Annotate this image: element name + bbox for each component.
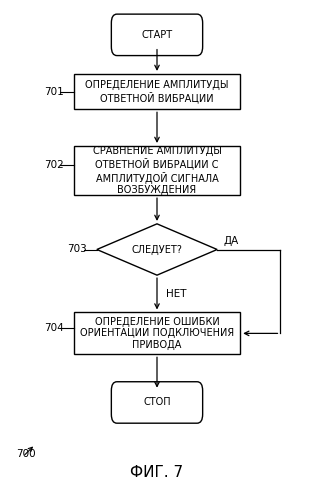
Text: 703: 703	[67, 245, 87, 254]
Text: ОПРЕДЕЛЕНИЕ АМПЛИТУДЫ
ОТВЕТНОЙ ВИБРАЦИИ: ОПРЕДЕЛЕНИЕ АМПЛИТУДЫ ОТВЕТНОЙ ВИБРАЦИИ	[85, 80, 229, 103]
Text: ОПРЕДЕЛЕНИЕ ОШИБКИ
ОРИЕНТАЦИИ ПОДКЛЮЧЕНИЯ
ПРИВОДА: ОПРЕДЕЛЕНИЕ ОШИБКИ ОРИЕНТАЦИИ ПОДКЛЮЧЕНИ…	[80, 317, 234, 350]
Text: ФИГ. 7: ФИГ. 7	[130, 465, 184, 480]
Text: СТАРТ: СТАРТ	[141, 30, 173, 40]
FancyBboxPatch shape	[111, 14, 203, 55]
Text: СЛЕДУЕТ?: СЛЕДУЕТ?	[132, 245, 182, 254]
Bar	[74, 146, 240, 195]
Text: НЕТ: НЕТ	[166, 289, 187, 299]
Text: 700: 700	[16, 449, 36, 459]
Text: СРАВНЕНИЕ АМПЛИТУДЫ
ОТВЕТНОЙ ВИБРАЦИИ С
АМПЛИТУДОЙ СИГНАЛА
ВОЗБУЖДЕНИЯ: СРАВНЕНИЕ АМПЛИТУДЫ ОТВЕТНОЙ ВИБРАЦИИ С …	[93, 146, 221, 195]
FancyBboxPatch shape	[111, 382, 203, 423]
Text: СТОП: СТОП	[143, 398, 171, 408]
Bar	[74, 312, 240, 354]
Text: ДА: ДА	[223, 236, 239, 246]
Text: 702: 702	[44, 160, 63, 170]
Text: 701: 701	[44, 87, 63, 97]
Bar	[74, 74, 240, 109]
Polygon shape	[97, 224, 217, 275]
Text: 704: 704	[44, 323, 63, 333]
